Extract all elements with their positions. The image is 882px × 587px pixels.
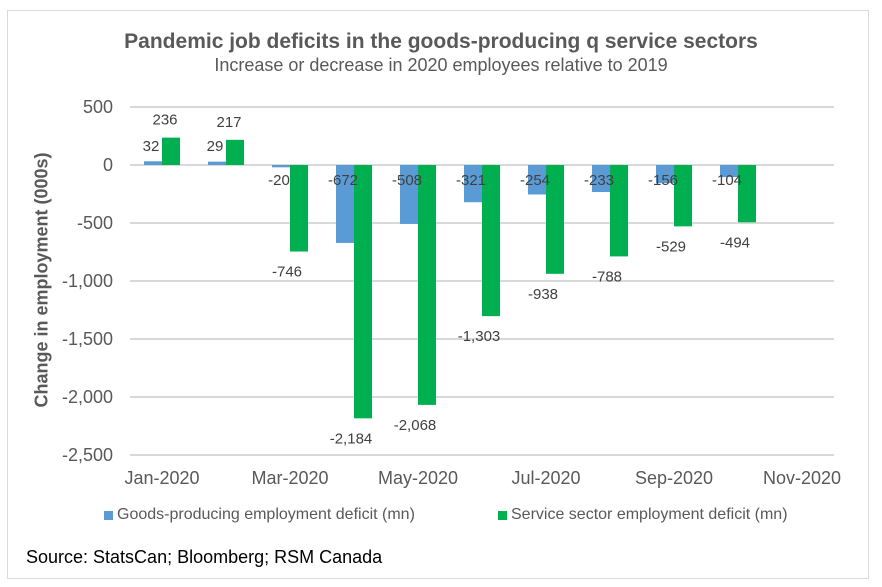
data-label-service: 236 — [152, 112, 177, 129]
chart-frame — [7, 10, 869, 579]
bar-goods — [400, 165, 418, 224]
legend-swatch-goods — [104, 510, 113, 520]
legend-swatch-service — [498, 510, 507, 520]
bar-goods — [592, 165, 610, 193]
data-label-goods: -321 — [456, 172, 486, 189]
data-label-service: -1,303 — [458, 328, 501, 345]
y-tick-label: -1,000 — [62, 271, 113, 291]
x-tick-label: Nov-2020 — [763, 468, 841, 488]
data-label-goods: 29 — [207, 138, 224, 155]
bar-service — [226, 139, 244, 165]
bar-goods — [272, 165, 290, 168]
legend-item-goods: Goods-producing employment deficit (mn) — [104, 506, 415, 524]
bar-goods — [208, 161, 226, 165]
bar-goods — [336, 165, 354, 243]
data-label-service: -2,068 — [394, 417, 437, 434]
bar-service — [738, 165, 756, 223]
bar-goods — [464, 165, 482, 203]
y-tick-label: 500 — [83, 97, 113, 117]
x-tick-labels: Jan-2020 Mar-2020 May-2020 Jul-2020 Sep-2020… — [124, 468, 841, 488]
data-label-service: 217 — [216, 114, 241, 131]
x-tick-label: May-2020 — [378, 468, 458, 488]
data-label-goods: -156 — [648, 172, 678, 189]
data-label-service: -788 — [592, 268, 622, 285]
data-label-goods: -254 — [520, 172, 550, 189]
source-note: Source: StatsCan; Bloomberg; RSM Canada — [26, 547, 383, 567]
data-label-goods: -104 — [712, 172, 742, 189]
y-tick-label: -500 — [77, 213, 113, 233]
data-label-service: -529 — [656, 238, 686, 255]
data-labels: 32 29 -20 -672 -508 -321 -254 -233 -156 -104 236 21… — [143, 112, 750, 448]
bar-goods — [528, 165, 546, 195]
legend-label-service: Service sector employment deficit (mn) — [511, 506, 788, 523]
data-label-goods: -20 — [268, 172, 290, 189]
bar-goods — [144, 161, 162, 165]
bar-service — [674, 165, 692, 227]
data-label-goods: -672 — [328, 172, 358, 189]
data-label-goods: -233 — [584, 172, 614, 189]
y-tick-label: -2,500 — [62, 445, 113, 465]
bar-service — [546, 165, 564, 274]
y-tick-labels: 500 0 -500 -1,000 -1,500 -2,000 -2,500 — [62, 97, 113, 465]
data-label-service: -746 — [272, 264, 302, 281]
x-tick-label: Mar-2020 — [251, 468, 328, 488]
bar-goods — [720, 165, 738, 178]
legend: Goods-producing employment deficit (mn) … — [0, 506, 882, 526]
bar-service — [354, 165, 372, 419]
legend-label-goods: Goods-producing employment deficit (mn) — [117, 506, 415, 523]
data-label-service: -494 — [720, 234, 750, 251]
chart-title: Pandemic job deficits in the goods-produ… — [124, 30, 758, 53]
bar-service — [162, 137, 180, 165]
legend-item-service: Service sector employment deficit (mn) — [498, 506, 788, 524]
bars — [144, 137, 756, 419]
data-label-goods: -508 — [392, 172, 422, 189]
data-label-goods: 32 — [143, 138, 160, 155]
bar-service — [482, 165, 500, 317]
bar-service — [290, 165, 308, 252]
data-label-service: -938 — [528, 286, 558, 303]
x-tick-label: Sep-2020 — [635, 468, 713, 488]
bar-service — [610, 165, 628, 257]
data-label-service: -2,184 — [330, 430, 373, 447]
y-tick-label: -1,500 — [62, 329, 113, 349]
x-tick-label: Jul-2020 — [511, 468, 580, 488]
x-tick-label: Jan-2020 — [124, 468, 199, 488]
y-tick-label: -2,000 — [62, 387, 113, 407]
y-tick-label: 0 — [103, 155, 113, 175]
chart-subtitle: Increase or decrease in 2020 employees r… — [214, 55, 668, 75]
bar-goods — [656, 165, 674, 184]
bar-service — [418, 165, 436, 405]
